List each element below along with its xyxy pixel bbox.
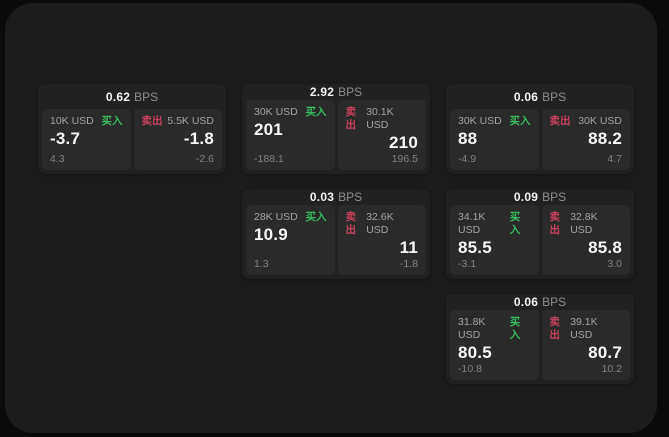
buy-notional: 28K USD	[254, 211, 298, 223]
sell-delta: 196.5	[391, 153, 418, 165]
quote-panels: 34.1K USD 买入 85.5 -3.1 卖出 32.8K USD 85.8…	[446, 205, 634, 279]
sell-price: 88.2	[588, 129, 622, 148]
quote-card: 2.92 BPS 30K USD 买入 201 -188.1 卖出 30.1K …	[242, 84, 430, 174]
quote-panels: 30K USD 买入 88 -4.9 卖出 30K USD 88.2 4.7	[446, 109, 634, 174]
bps-value: 0.06	[513, 295, 539, 309]
bps-value: 0.09	[513, 190, 539, 204]
bps-unit: BPS	[542, 89, 567, 104]
sell-panel[interactable]: 卖出 30K USD 88.2 4.7	[541, 109, 630, 170]
quote-panels: 30K USD 买入 201 -188.1 卖出 30.1K USD 210 1…	[242, 100, 430, 174]
buy-notional: 30K USD	[254, 106, 298, 118]
sell-tag: 卖出	[345, 211, 357, 236]
sell-panel[interactable]: 卖出 30.1K USD 210 196.5	[337, 100, 426, 170]
buy-tag: 买入	[305, 106, 327, 118]
bps-unit: BPS	[338, 85, 363, 99]
sell-tag: 卖出	[141, 115, 163, 127]
sell-price: 11	[399, 238, 418, 257]
buy-notional: 34.1K USD	[458, 211, 486, 236]
bps-value: 2.92	[309, 85, 335, 99]
buy-panel[interactable]: 30K USD 买入 88 -4.9	[450, 109, 539, 170]
quote-card: 0.03 BPS 28K USD 买入 10.9 1.3 卖出 32.6K US…	[242, 189, 430, 279]
buy-price: 201	[254, 120, 283, 139]
sell-price: 80.7	[588, 343, 622, 362]
quote-card: 0.06 BPS 30K USD 买入 88 -4.9 卖出 30K USD	[446, 84, 634, 174]
sell-panel[interactable]: 卖出 39.1K USD 80.7 10.2	[541, 310, 630, 380]
buy-delta: 4.3	[50, 153, 65, 165]
buy-notional: 30K USD	[458, 115, 502, 127]
buy-delta: -10.8	[458, 363, 482, 375]
sell-notional: 32.8K USD	[570, 211, 598, 236]
quote-panels: 10K USD 买入 -3.7 4.3 卖出 5.5K USD -1.8 -2.…	[38, 109, 226, 174]
quote-panels: 28K USD 买入 10.9 1.3 卖出 32.6K USD 11 -1.8	[242, 205, 430, 279]
bps-unit: BPS	[338, 190, 363, 204]
sell-price: 85.8	[588, 238, 622, 257]
buy-notional: 31.8K USD	[458, 316, 486, 341]
bps-unit: BPS	[134, 89, 159, 104]
buy-delta: 1.3	[254, 258, 269, 270]
buy-panel[interactable]: 30K USD 买入 201 -188.1	[246, 100, 335, 170]
buy-delta: -4.9	[458, 153, 477, 165]
sell-tag: 卖出	[549, 115, 571, 127]
quote-card: 0.09 BPS 34.1K USD 买入 85.5 -3.1 卖出 32.8K…	[446, 189, 634, 279]
quote-card-grid: 0.62 BPS 10K USD 买入 -3.7 4.3 卖出 5.5K USD	[38, 84, 634, 384]
buy-price: 10.9	[254, 225, 288, 244]
app-surface: 0.62 BPS 10K USD 买入 -3.7 4.3 卖出 5.5K USD	[5, 3, 657, 433]
sell-delta: 3.0	[607, 258, 622, 270]
sell-tag: 卖出	[549, 211, 561, 236]
buy-panel[interactable]: 31.8K USD 买入 80.5 -10.8	[450, 310, 539, 380]
card-header: 0.06 BPS	[446, 294, 634, 310]
quote-card: 0.06 BPS 31.8K USD 买入 80.5 -10.8 卖出 39.1…	[446, 294, 634, 384]
bps-unit: BPS	[542, 295, 567, 309]
buy-tag: 买入	[509, 115, 531, 127]
buy-notional: 10K USD	[50, 115, 94, 127]
sell-delta: -1.8	[399, 258, 418, 270]
bps-value: 0.62	[105, 89, 131, 104]
sell-delta: 10.2	[601, 363, 622, 375]
buy-price: 85.5	[458, 238, 492, 257]
bps-value: 0.03	[309, 190, 335, 204]
sell-price: 210	[389, 133, 418, 152]
buy-delta: -3.1	[458, 258, 477, 270]
card-header: 2.92 BPS	[242, 84, 430, 100]
card-header: 0.03 BPS	[242, 189, 430, 205]
sell-notional: 32.6K USD	[366, 211, 394, 236]
buy-delta: -188.1	[254, 153, 284, 165]
buy-price: -3.7	[50, 129, 81, 148]
sell-tag: 卖出	[549, 316, 561, 341]
sell-notional: 5.5K USD	[167, 115, 214, 127]
bps-unit: BPS	[542, 190, 567, 204]
sell-panel[interactable]: 卖出 5.5K USD -1.8 -2.6	[133, 109, 222, 170]
buy-tag: 买入	[509, 316, 521, 341]
sell-tag: 卖出	[345, 106, 357, 131]
quote-card: 0.62 BPS 10K USD 买入 -3.7 4.3 卖出 5.5K USD	[38, 84, 226, 174]
sell-notional: 30K USD	[578, 115, 622, 127]
sell-panel[interactable]: 卖出 32.8K USD 85.8 3.0	[541, 205, 630, 275]
quote-panels: 31.8K USD 买入 80.5 -10.8 卖出 39.1K USD 80.…	[446, 310, 634, 384]
sell-price: -1.8	[183, 129, 214, 148]
buy-panel[interactable]: 10K USD 买入 -3.7 4.3	[42, 109, 131, 170]
buy-tag: 买入	[305, 211, 327, 223]
buy-price: 88	[458, 129, 478, 148]
sell-notional: 39.1K USD	[570, 316, 598, 341]
buy-panel[interactable]: 28K USD 买入 10.9 1.3	[246, 205, 335, 275]
buy-tag: 买入	[101, 115, 123, 127]
sell-delta: 4.7	[607, 153, 622, 165]
buy-tag: 买入	[509, 211, 521, 236]
sell-delta: -2.6	[195, 153, 214, 165]
buy-price: 80.5	[458, 343, 492, 362]
buy-panel[interactable]: 34.1K USD 买入 85.5 -3.1	[450, 205, 539, 275]
card-header: 0.62 BPS	[38, 84, 226, 109]
card-header: 0.09 BPS	[446, 189, 634, 205]
sell-panel[interactable]: 卖出 32.6K USD 11 -1.8	[337, 205, 426, 275]
sell-notional: 30.1K USD	[366, 106, 394, 131]
card-header: 0.06 BPS	[446, 84, 634, 109]
bps-value: 0.06	[513, 89, 539, 104]
